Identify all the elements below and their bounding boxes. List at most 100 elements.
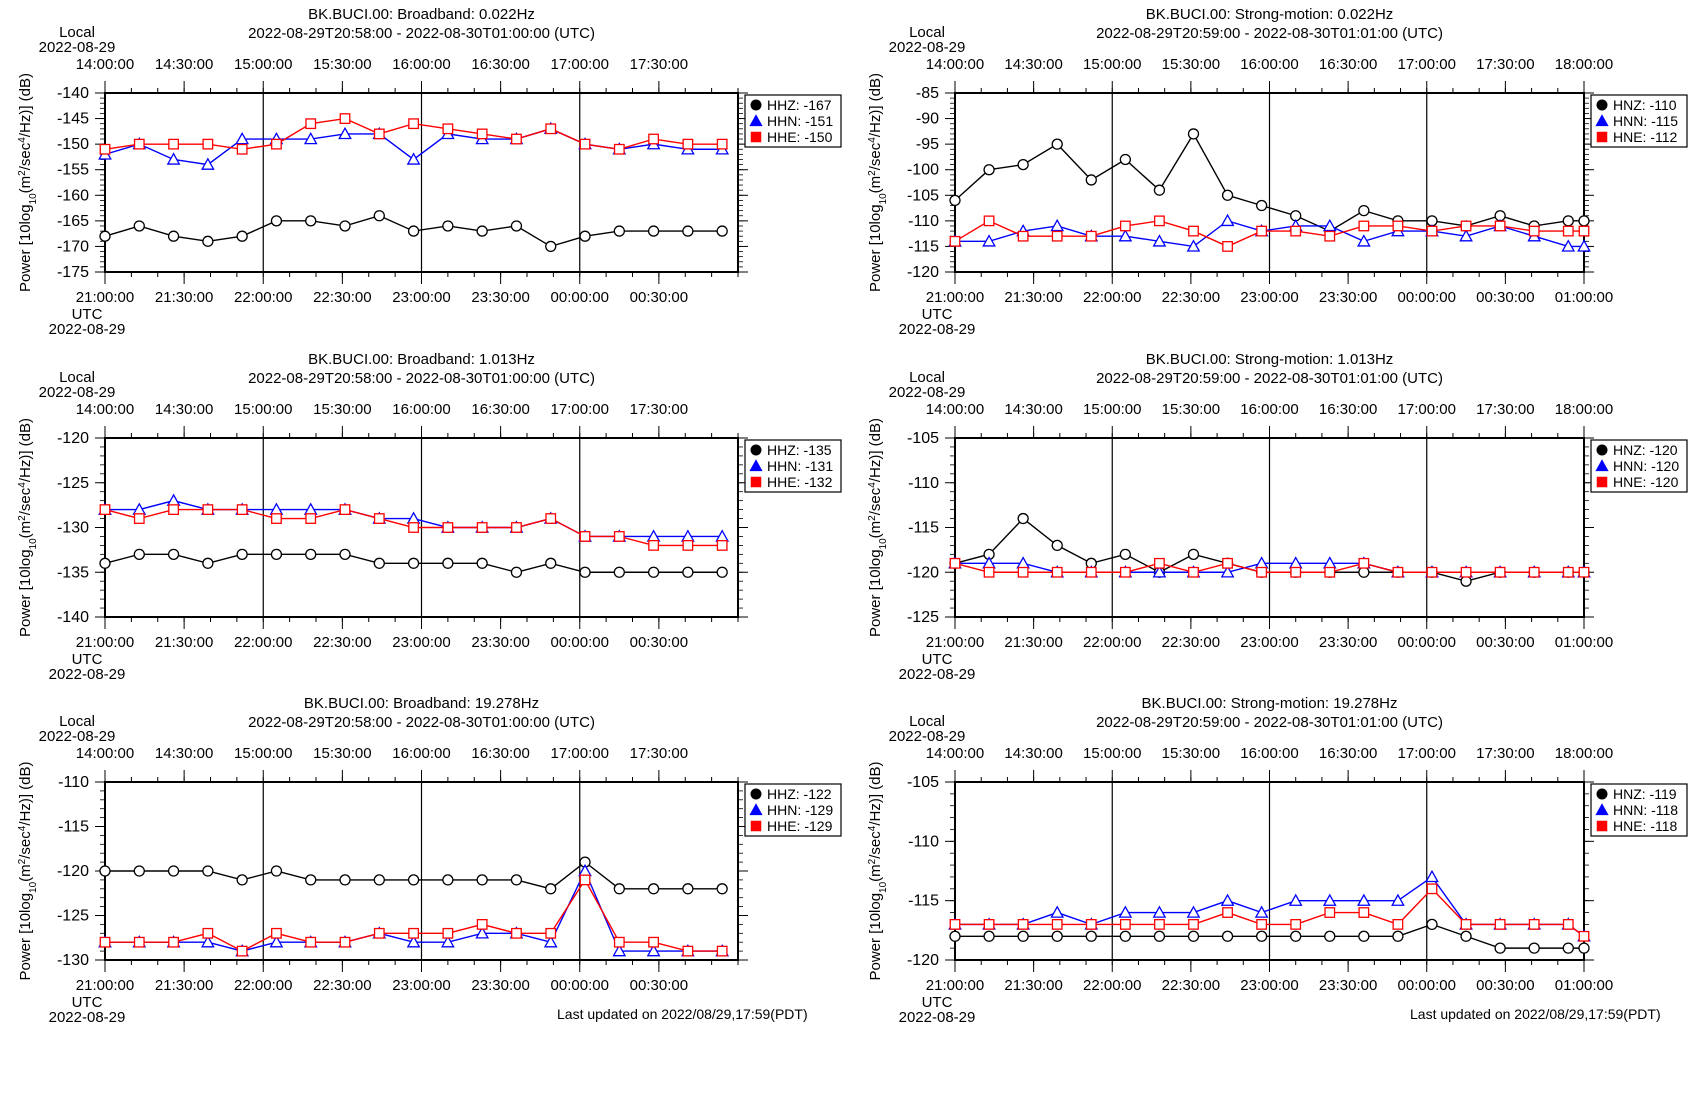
point-HNN xyxy=(1220,893,1235,906)
utc-date: 2022-08-29 xyxy=(899,1009,976,1026)
point-HHE xyxy=(682,138,694,150)
point-HNE xyxy=(1119,220,1131,232)
local-tick-label: 17:00:00 xyxy=(1398,745,1456,762)
local-tick-label: 17:00:00 xyxy=(1398,401,1456,418)
utc-tick-label: 00:00:00 xyxy=(551,634,609,651)
utc-tick-label: 00:00:00 xyxy=(1398,634,1456,651)
utc-tick-label: 21:30:00 xyxy=(1004,634,1062,651)
legend-entry-HNE: HNE: -118 xyxy=(1613,818,1678,834)
point-HHZ xyxy=(510,874,523,886)
utc-tick-label: 22:30:00 xyxy=(313,977,371,994)
chart-subtitle: 2022-08-29T20:58:00 - 2022-08-30T01:00:0… xyxy=(248,714,595,731)
point-HHZ xyxy=(579,230,591,242)
utc-tick-label: 23:30:00 xyxy=(1319,977,1377,994)
point-HNZ xyxy=(1290,930,1302,942)
chart-subtitle: 2022-08-29T20:59:00 - 2022-08-30T01:01:0… xyxy=(1096,714,1443,731)
utc-tick-label: 23:00:00 xyxy=(1240,634,1298,651)
local-date: 2022-08-29 xyxy=(889,728,966,745)
legend-marker-HHN xyxy=(749,114,763,127)
point-HHE xyxy=(545,513,557,524)
point-HHE xyxy=(373,128,385,140)
utc-tick-label: 21:30:00 xyxy=(155,634,213,651)
local-tick-label: 17:30:00 xyxy=(1476,745,1534,762)
point-HHZ xyxy=(133,220,145,232)
point-HHZ xyxy=(613,566,625,578)
point-HNZ xyxy=(1017,930,1029,942)
point-HHN xyxy=(201,157,215,170)
point-HNZ xyxy=(1562,942,1574,954)
point-HNZ xyxy=(1426,918,1438,931)
point-HHZ xyxy=(476,557,488,569)
legend-entry-HHE: HHE: -150 xyxy=(767,129,833,145)
utc-date: 2022-08-29 xyxy=(899,666,976,683)
point-HHE xyxy=(408,522,419,533)
point-HNE xyxy=(1051,566,1063,578)
local-tick-label: 16:00:00 xyxy=(1240,56,1298,73)
point-HNE xyxy=(1154,215,1165,227)
point-HNE xyxy=(1426,883,1438,895)
point-HHZ xyxy=(682,225,694,237)
point-HNE xyxy=(1562,225,1574,237)
point-HHE xyxy=(545,123,557,135)
utc-tick-label: 22:00:00 xyxy=(234,634,292,651)
point-HHE xyxy=(442,927,454,939)
point-HHN xyxy=(543,935,558,948)
local-date: 2022-08-29 xyxy=(39,728,116,745)
y-tick-label: -90 xyxy=(916,111,939,128)
point-HNE xyxy=(1494,220,1506,232)
point-HNE xyxy=(1528,919,1540,930)
legend-marker-HHZ xyxy=(750,788,762,800)
point-HHZ xyxy=(339,220,351,232)
point-HNE xyxy=(1290,566,1302,578)
point-HHN xyxy=(646,944,661,957)
point-HNE xyxy=(1426,225,1438,237)
chart-title: BK.BUCI.00: Broadband: 0.022Hz xyxy=(308,6,535,23)
utc-tick-label: 00:30:00 xyxy=(1476,977,1534,994)
point-HHE xyxy=(476,919,488,930)
utc-tick-label: 00:00:00 xyxy=(551,289,609,306)
point-HHE xyxy=(476,522,488,533)
utc-tick-label: 00:30:00 xyxy=(1476,289,1534,306)
chart-panel-2: BK.BUCI.00: Strong-motion: 0.022Hz 2022-0… xyxy=(867,6,1688,338)
series-HHE xyxy=(99,504,728,551)
legend-entry-HNZ: HNZ: -120 xyxy=(1613,442,1678,458)
chart-subtitle: 2022-08-29T20:59:00 - 2022-08-30T01:01:0… xyxy=(1096,370,1443,387)
point-HHE xyxy=(99,504,111,516)
point-HNN xyxy=(1288,893,1303,906)
point-HNN xyxy=(1322,893,1337,906)
point-HNE xyxy=(1324,907,1336,918)
point-HHE xyxy=(133,138,145,150)
local-tick-label: 14:00:00 xyxy=(926,745,984,762)
legend-entry-HNZ: HNZ: -110 xyxy=(1613,97,1677,113)
chart-subtitle: 2022-08-29T20:58:00 - 2022-08-30T01:00:0… xyxy=(248,25,595,42)
utc-tick-label: 21:30:00 xyxy=(1004,289,1062,306)
point-HHN xyxy=(303,131,318,145)
legend-entry-HHZ: HHZ: -135 xyxy=(767,442,832,458)
utc-tick-label: 23:00:00 xyxy=(1240,977,1298,994)
y-axis-label: Power [10log10(m2/sec4/Hz)] (dB) xyxy=(867,73,889,292)
point-HNZ xyxy=(1187,128,1200,140)
local-tick-label: 14:00:00 xyxy=(76,401,134,418)
utc-tick-label: 23:00:00 xyxy=(392,977,450,994)
point-HHZ xyxy=(716,566,728,578)
y-tick-label: -175 xyxy=(57,264,89,281)
point-HNE xyxy=(1154,557,1165,569)
local-tick-label: 15:30:00 xyxy=(1162,56,1220,73)
point-HHN xyxy=(612,944,627,957)
chart-panel-5: BK.BUCI.00: Broadband: 19.278Hz 2022-08-2… xyxy=(17,695,842,1026)
point-HHZ xyxy=(339,874,351,886)
legend-marker-HHN xyxy=(749,459,763,472)
y-axis-label: Power [10log10(m2/sec4/Hz)] (dB) xyxy=(17,73,39,292)
point-HHZ xyxy=(407,225,420,237)
local-tick-label: 16:00:00 xyxy=(1240,401,1298,418)
utc-tick-label: 21:30:00 xyxy=(155,289,213,306)
point-HNE xyxy=(1085,919,1097,930)
point-HNE xyxy=(1358,557,1370,569)
point-HNE xyxy=(1188,919,1199,930)
point-HNE xyxy=(949,557,961,569)
utc-tick-label: 22:30:00 xyxy=(1162,634,1220,651)
legend-marker-HHE xyxy=(750,820,762,832)
point-HHN xyxy=(166,152,181,165)
point-HHZ xyxy=(647,883,660,895)
utc-date: 2022-08-29 xyxy=(49,666,126,683)
